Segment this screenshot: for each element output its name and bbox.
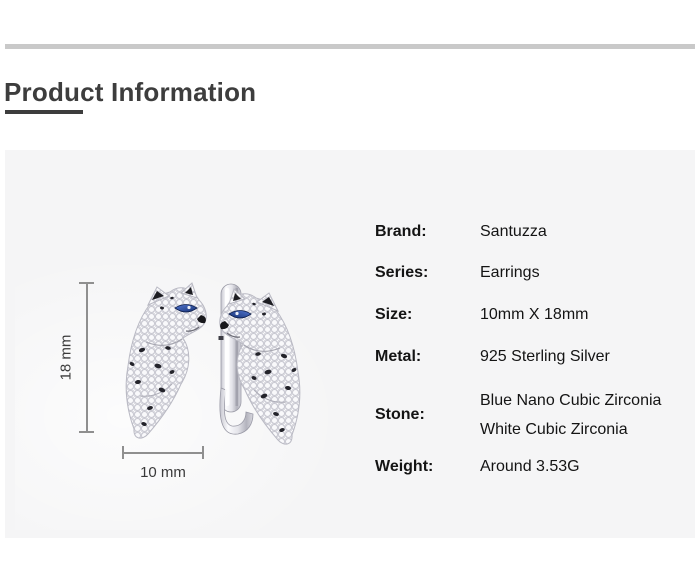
spec-value-stone-line1: Blue Nano Cubic Zirconia xyxy=(480,392,662,409)
width-dimension-label: 10 mm xyxy=(140,464,186,481)
spec-label-brand: Brand: xyxy=(375,223,427,240)
spec-label-size: Size: xyxy=(375,306,413,323)
height-dimension-line xyxy=(86,283,88,432)
spec-label-stone: Stone: xyxy=(375,406,425,423)
width-dimension-line xyxy=(122,452,204,454)
page-title: Product Information xyxy=(4,77,257,107)
spec-value-size: 10mm X 18mm xyxy=(480,306,589,323)
width-dimension-cap-left xyxy=(122,446,124,459)
spec-value-weight: Around 3.53G xyxy=(480,458,580,475)
height-dimension-cap-top xyxy=(79,282,94,284)
spec-label-series: Series: xyxy=(375,264,429,281)
height-dimension-cap-bottom xyxy=(79,431,94,433)
spec-value-stone-line2: White Cubic Zirconia xyxy=(480,421,628,438)
spec-label-weight: Weight: xyxy=(375,458,434,475)
spec-label-metal: Metal: xyxy=(375,348,422,365)
product-info-panel: 18 mm 10 mm Brand: Santuzza Series: Earr… xyxy=(5,150,695,538)
width-dimension-cap-right xyxy=(202,446,204,459)
height-dimension-label: 18 mm xyxy=(57,334,75,381)
spec-value-brand: Santuzza xyxy=(480,223,547,240)
section-divider xyxy=(5,44,695,49)
title-underline xyxy=(5,110,83,114)
spec-value-series: Earrings xyxy=(480,264,540,281)
earrings-illustration xyxy=(125,282,301,445)
spec-value-metal: 925 Sterling Silver xyxy=(480,348,610,365)
